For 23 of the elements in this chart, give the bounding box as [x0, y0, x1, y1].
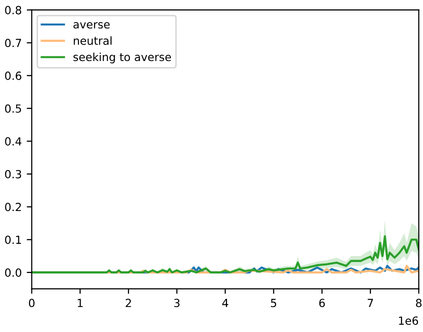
y-tick-label: 0.4 — [5, 137, 22, 146]
y-tick-label: 0.6 — [5, 72, 22, 80]
legend-label: neutral — [74, 36, 112, 45]
x-tick-label: 7 — [368, 298, 373, 308]
x-tick-label: 8 — [416, 298, 422, 308]
y-tick-label: 0.8 — [5, 6, 22, 14]
legend-label: seeking to averse — [73, 52, 171, 64]
y-tick-label: 0.0 — [5, 268, 22, 277]
x-tick-label: 5 — [270, 298, 276, 308]
x-tick-label: 3 — [174, 298, 180, 308]
legend-label: averse — [74, 22, 110, 29]
y-tick-label: 0.5 — [5, 104, 22, 113]
y-tick-label: 0.3 — [5, 170, 22, 178]
y-tick-label: 0.1 — [5, 236, 21, 244]
x-tick-label: 2 — [126, 298, 131, 308]
text: 1e6 — [399, 316, 418, 325]
line-series — [32, 235, 419, 274]
x-tick-label: 6 — [319, 298, 325, 308]
x-tick-label: 1 — [78, 298, 83, 308]
x-tick-label: 0 — [28, 298, 35, 308]
y-tick-label: 0.2 — [5, 202, 21, 212]
x-tick-label: 4 — [222, 298, 228, 308]
y-tick-label: 0.7 — [5, 38, 22, 48]
